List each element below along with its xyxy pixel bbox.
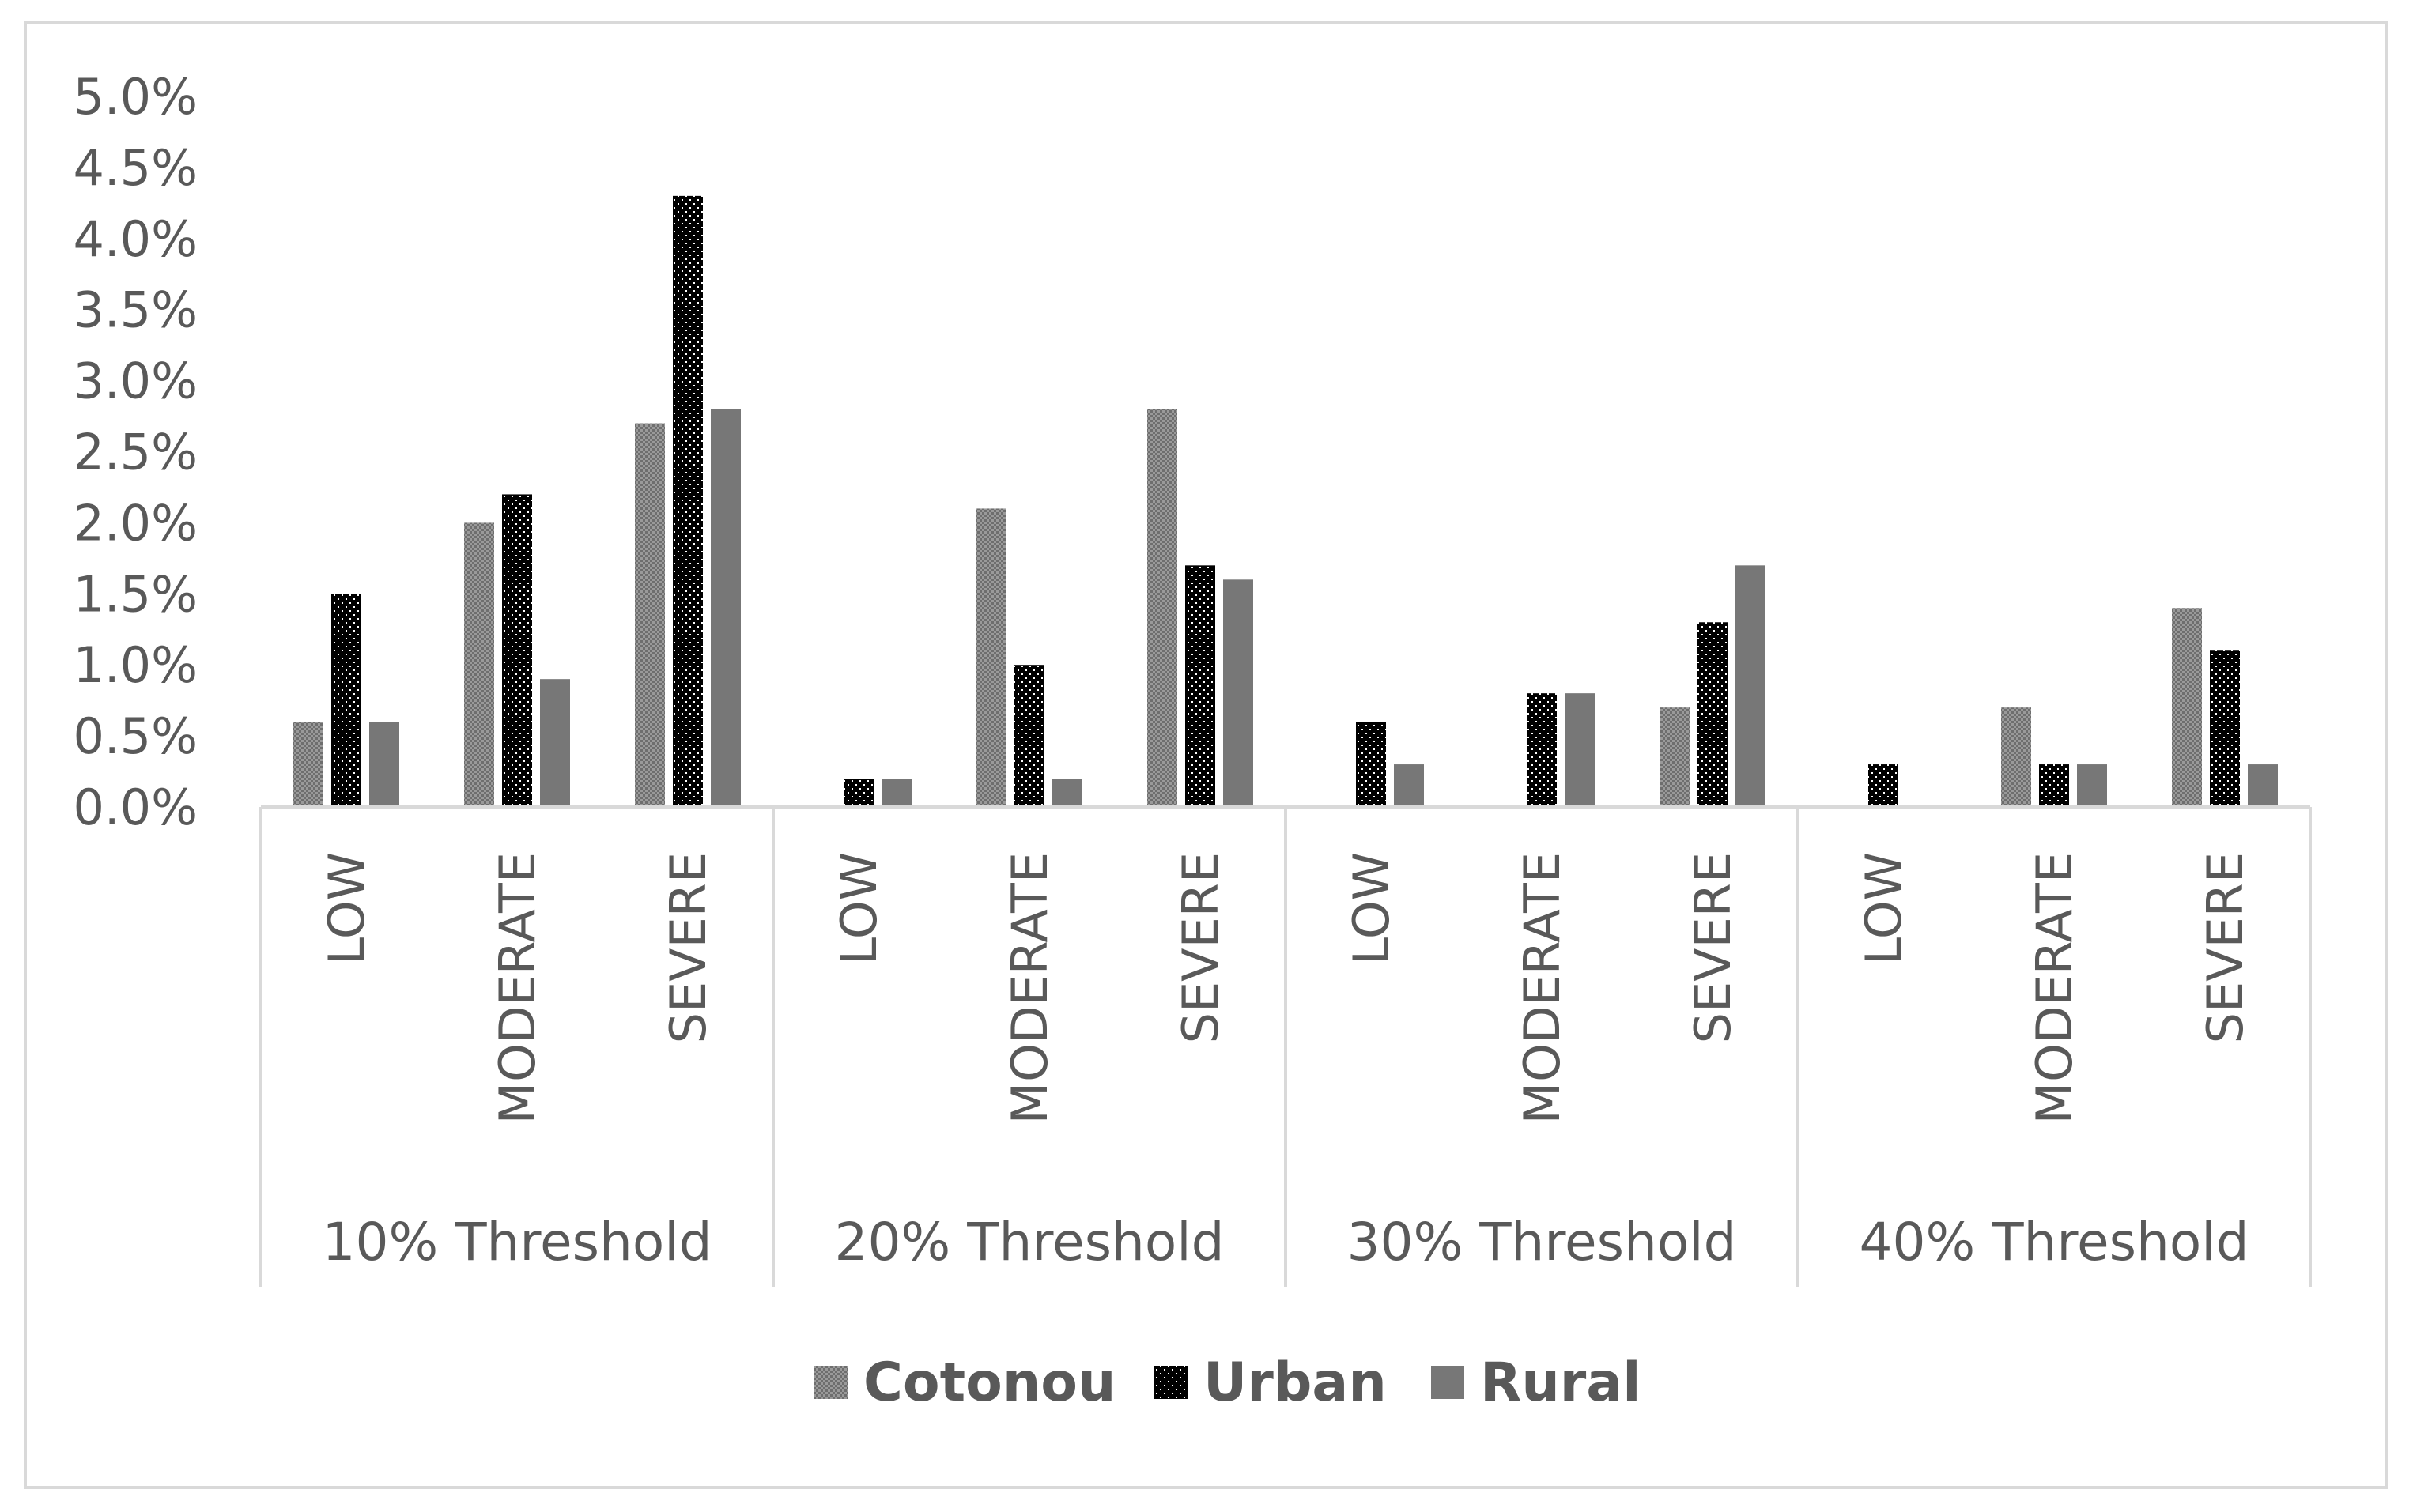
legend-swatch-urban [1154, 1366, 1188, 1399]
group-label: 30% Threshold [1347, 1212, 1737, 1273]
bar-rural [1565, 693, 1595, 807]
bar-urban [1185, 565, 1215, 807]
bar-rural [2248, 764, 2278, 807]
legend-label-cotonou: Cotonou [863, 1352, 1116, 1414]
bar-rural [711, 409, 741, 807]
bar-rural [540, 679, 570, 807]
bar-urban [1527, 693, 1557, 807]
y-tick-label: 5.0% [73, 68, 198, 126]
bar-urban [331, 594, 361, 807]
bar-urban [2210, 650, 2240, 807]
bar-urban [1868, 764, 1898, 807]
y-tick-label: 1.0% [73, 636, 198, 694]
legend-label-urban: Urban [1203, 1352, 1387, 1414]
bar-cotonou [2001, 707, 2031, 807]
category-label: LOW [318, 852, 376, 964]
y-axis: 0.0% 0.5% 1.0% 1.5% 2.0% 2.5% 3.0% 3.5% 4.0% 4.5%… [73, 68, 198, 836]
bar-urban [2039, 764, 2069, 807]
category-label: SEVERE [2196, 852, 2254, 1043]
category-label: MODERATE [2026, 852, 2083, 1124]
bar-cotonou [293, 722, 323, 807]
y-tick-label: 2.5% [73, 424, 198, 481]
y-tick-label: 1.5% [73, 565, 198, 623]
bar-rural [1735, 565, 1765, 807]
category-label: SEVERE [1172, 852, 1229, 1043]
bar-cotonou [635, 423, 665, 807]
bar-rural [1394, 764, 1424, 807]
y-tick-label: 4.5% [73, 139, 198, 197]
legend-swatch-cotonou [814, 1366, 848, 1399]
category-label: MODERATE [1513, 852, 1571, 1124]
group-label: 10% Threshold [323, 1212, 712, 1273]
bar-cotonou [1660, 707, 1690, 807]
group-label: 20% Threshold [835, 1212, 1225, 1273]
category-label: LOW [1342, 852, 1400, 964]
y-tick-label: 2.0% [73, 494, 198, 552]
category-label: MODERATE [1001, 852, 1059, 1124]
bar-urban [1014, 665, 1044, 807]
category-label: MODERATE [489, 852, 546, 1124]
bar-urban [673, 195, 703, 808]
category-label: LOW [1855, 852, 1913, 964]
y-tick-label: 0.0% [73, 779, 198, 836]
legend-label-rural: Rural [1480, 1352, 1641, 1414]
x-axis: 10% Threshold LOW MODERATE SEVERE 20% Thresh… [259, 805, 2312, 1287]
bar-cotonou [1147, 409, 1177, 807]
bar-rural [1052, 779, 1082, 807]
category-label: SEVERE [659, 852, 717, 1043]
bar-rural [2077, 764, 2107, 807]
bar-rural [1223, 579, 1253, 807]
bar-cotonou [464, 522, 494, 807]
bars [293, 195, 2278, 808]
bar-urban [844, 779, 874, 807]
bar-cotonou [976, 508, 1006, 807]
bar-rural [369, 722, 399, 807]
bar-rural [882, 779, 912, 807]
bar-cotonou [2172, 608, 2202, 807]
bar-urban [1356, 722, 1386, 807]
y-tick-label: 3.0% [73, 353, 198, 410]
category-label: SEVERE [1684, 852, 1742, 1043]
bar-urban [1697, 622, 1728, 807]
y-tick-label: 4.0% [73, 210, 198, 268]
group-label: 40% Threshold [1860, 1212, 2249, 1273]
category-label: LOW [830, 852, 888, 964]
y-tick-label: 0.5% [73, 707, 198, 765]
bar-urban [502, 494, 532, 807]
y-tick-label: 3.5% [73, 281, 198, 339]
legend-swatch-rural [1431, 1366, 1464, 1399]
legend: Cotonou Urban Rural [814, 1352, 1641, 1414]
